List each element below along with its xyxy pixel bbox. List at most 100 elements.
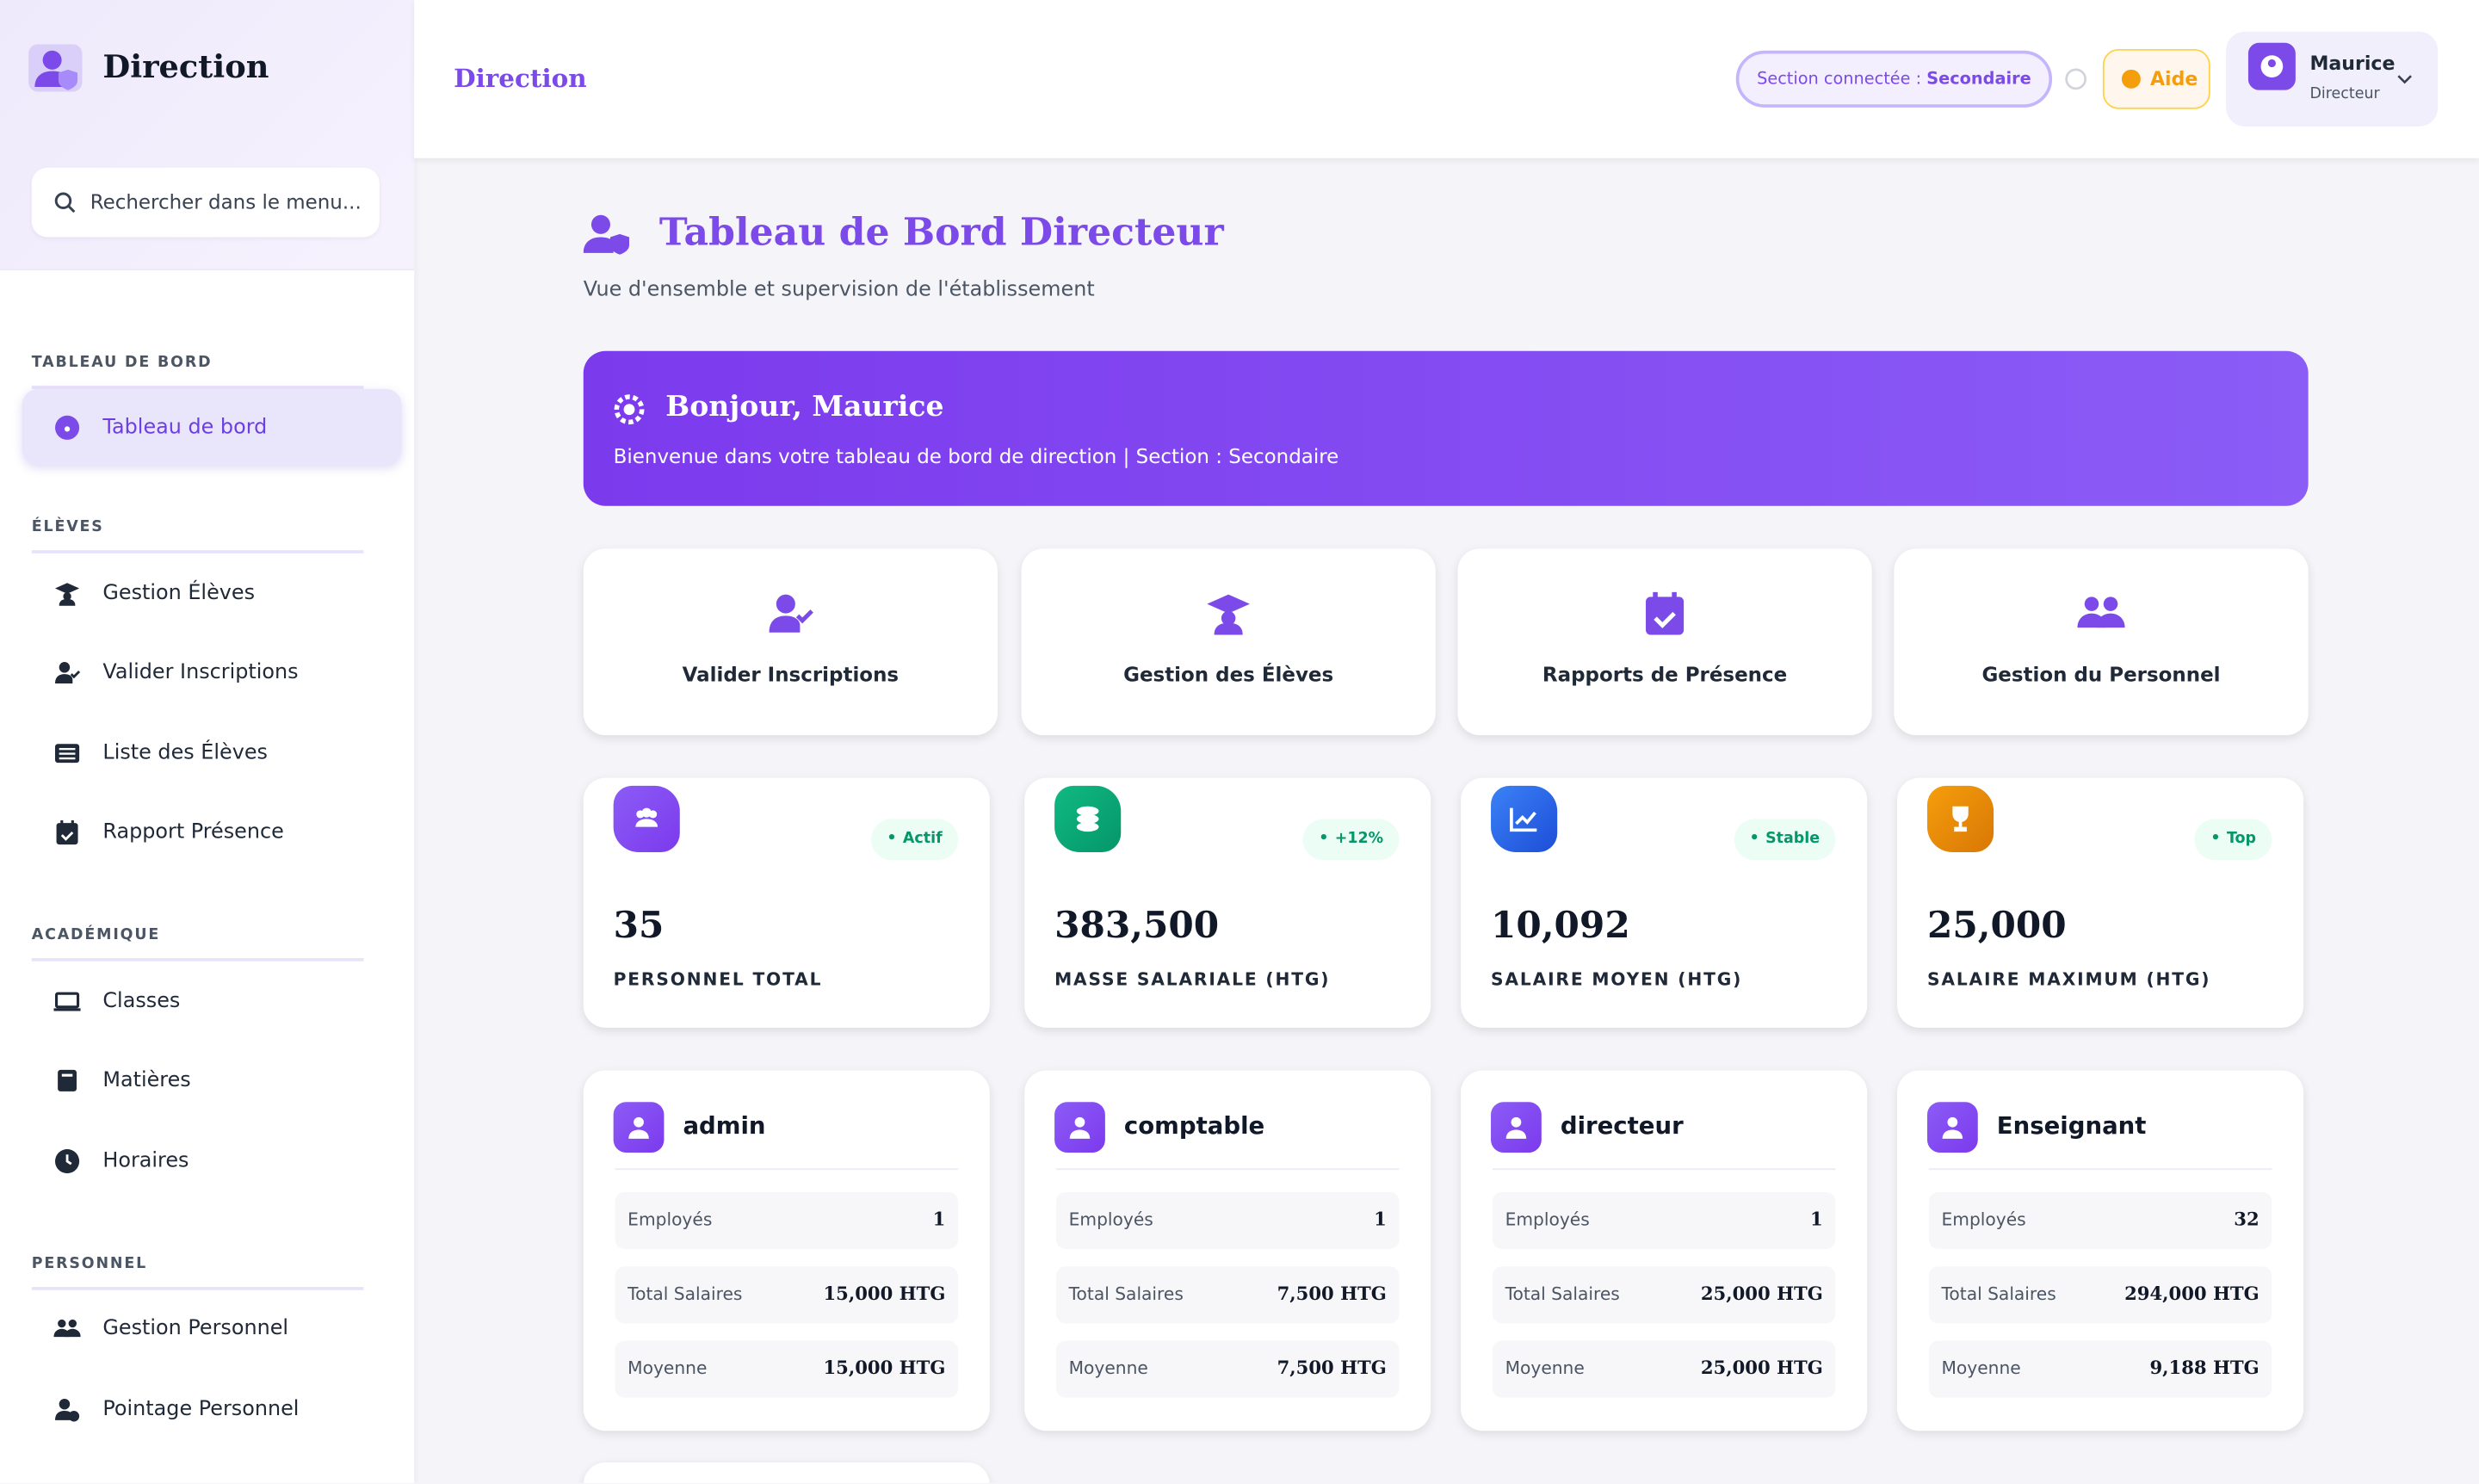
row-value: 1 [1374, 1208, 1387, 1230]
icon [1942, 1116, 1963, 1139]
row-label: Total Salaires [1068, 1283, 1184, 1305]
divider [1492, 1168, 1836, 1171]
role-card: comptable Employés 1 Total Salaires 7,500 HT… [1024, 1070, 1431, 1431]
nav-item[interactable]: Liste des Élèves [22, 713, 402, 793]
row-label: Total Salaires [627, 1283, 743, 1305]
role-row: Employés 1 [1055, 1191, 1400, 1250]
stat-label: SALAIRE MAXIMUM (HTG) [1926, 968, 2211, 990]
stat-label: PERSONNEL TOTAL [613, 968, 823, 990]
stat-value: 383,500 [1054, 904, 1220, 948]
user-menu[interactable]: Maurice Directeur [2226, 31, 2439, 127]
nav-label: Liste des Élèves [102, 740, 268, 765]
stat-card: • +12% 383,500 MASSE SALARIALE (HTG) [1024, 777, 1431, 1028]
quick-action-label: Gestion des Élèves [1123, 662, 1334, 687]
nav-label: Classes [102, 989, 181, 1013]
role-row: Total Salaires 294,000 HTG [1928, 1266, 2272, 1324]
role-row: Total Salaires 25,000 HTG [1492, 1266, 1836, 1324]
row-value: 294,000 HTG [2124, 1282, 2260, 1305]
row-label: Employés [1068, 1209, 1153, 1230]
role-name: Enseignant [1996, 1111, 2147, 1141]
nav-item[interactable]: Horaires [22, 1121, 402, 1201]
user-name: Maurice [2309, 52, 2396, 75]
icon [1505, 1116, 1527, 1139]
icon [58, 1070, 77, 1092]
nav-item[interactable]: Rapport Présence [22, 793, 402, 873]
help-button[interactable]: Aide [2102, 48, 2210, 109]
role-row: Moyenne 9,188 HTG [1928, 1340, 2272, 1398]
role-name: directeur [1560, 1111, 1684, 1141]
nav-item[interactable]: Gestion Élèves [22, 553, 402, 634]
divider [615, 1168, 959, 1171]
nav-label: Matières [102, 1069, 191, 1093]
nav-item[interactable]: Matières [22, 1041, 402, 1121]
topbar: Direction Section connectée : Secondaire… [414, 0, 2479, 158]
icon [53, 992, 81, 1011]
nav-item[interactable]: Valider Inscriptions [22, 634, 402, 714]
icon [628, 1116, 649, 1139]
nav-item[interactable]: Classes [22, 962, 402, 1042]
divider [1055, 1168, 1400, 1171]
icon [53, 1320, 81, 1338]
row-value: 15,000 HTG [823, 1356, 946, 1379]
stat-badge-label: Actif [902, 830, 943, 848]
row-label: Employés [1505, 1209, 1590, 1230]
row-label: Moyenne [1068, 1357, 1148, 1379]
icon [55, 1148, 80, 1173]
sidebar-nav: TABLEAU DE BORD Tableau de bord ÉLÈVES Gest… [0, 351, 414, 1450]
row-value: 1 [932, 1208, 946, 1230]
row-value: 7,500 HTG [1277, 1282, 1387, 1305]
role-row: Moyenne 7,500 HTG [1055, 1340, 1400, 1398]
stat-badge-label: +12% [1334, 830, 1384, 848]
icon [2077, 597, 2125, 628]
quick-action-card[interactable]: Gestion des Élèves [1021, 548, 1436, 736]
stat-card: • Top 25,000 SALAIRE MAXIMUM (HTG) [1897, 777, 2304, 1028]
row-label: Moyenne [627, 1357, 708, 1379]
sidebar: Direction Rechercher dans le menu... TAB… [0, 0, 415, 1483]
nav-label: Tableau de bord [102, 415, 268, 439]
banner-text: Bienvenue dans votre tableau de bord de … [613, 444, 1339, 468]
header-icon [583, 214, 630, 255]
icon [1076, 806, 1099, 832]
icon [1952, 806, 1969, 832]
stat-icon [613, 785, 680, 852]
role-card: directeur Employés 1 Total Salaires 25,000 H… [1461, 1070, 1868, 1431]
user-role: Directeur [2309, 85, 2380, 103]
row-value: 25,000 HTG [1700, 1282, 1823, 1305]
stat-value: 25,000 [1926, 904, 2067, 948]
quick-action-card[interactable]: Valider Inscriptions [583, 548, 998, 736]
stat-icon [1926, 785, 1994, 852]
topbar-title: Direction [454, 63, 587, 94]
icon [769, 594, 813, 633]
help-label: Aide [2149, 67, 2198, 90]
icon [55, 662, 81, 684]
nav-item[interactable]: Pointage Personnel [22, 1370, 402, 1450]
role-row: Moyenne 25,000 HTG [1492, 1340, 1836, 1398]
welcome-banner: Bonjour, Maurice Bienvenue dans votre ta… [583, 350, 2309, 506]
divider [1928, 1168, 2272, 1171]
row-label: Moyenne [1505, 1357, 1585, 1379]
icon [55, 1398, 80, 1422]
stat-badge: • +12% [1302, 819, 1400, 861]
role-row: Employés 32 [1928, 1191, 2272, 1250]
icon [56, 820, 78, 845]
section-badge[interactable]: Section connectée : Secondaire [1735, 50, 2053, 108]
stat-badge-label: Top [2226, 830, 2257, 848]
icon [1510, 807, 1537, 832]
icon [55, 582, 80, 606]
role-row: Moyenne 15,000 HTG [615, 1340, 959, 1398]
quick-action-card[interactable]: Gestion du Personnel [1894, 548, 2309, 736]
nav-item[interactable]: Gestion Personnel [22, 1289, 402, 1370]
role-card: admin Employés 1 Total Salaires 15,000 HTG Mo… [583, 1070, 990, 1431]
search-box[interactable]: Rechercher dans le menu... [31, 167, 380, 238]
role-icon [1491, 1102, 1542, 1153]
nav-section-title: TABLEAU DE BORD [31, 351, 364, 389]
nav-item[interactable]: Tableau de bord [22, 388, 402, 465]
quick-action-card[interactable]: Rapports de Présence [1457, 548, 1872, 736]
nav-label: Gestion Personnel [102, 1317, 289, 1342]
stat-icon [1491, 785, 1558, 852]
stat-badge: • Stable [1734, 819, 1836, 861]
brand-icon [28, 44, 83, 92]
brand: Direction [102, 47, 269, 86]
icon [1646, 591, 1685, 635]
